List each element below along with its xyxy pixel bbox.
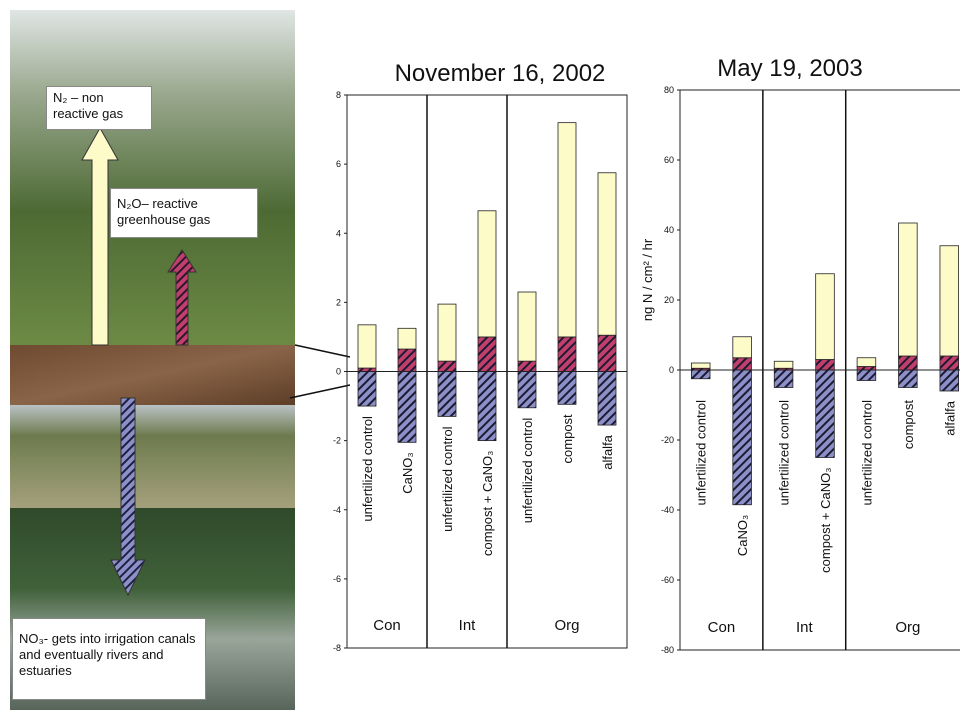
bar-segment bbox=[398, 349, 416, 371]
category-label: unfertilized control bbox=[440, 426, 455, 532]
bar-segment bbox=[899, 223, 918, 356]
bar-segment bbox=[733, 337, 752, 358]
bar-segment bbox=[857, 367, 876, 371]
annotation: NO₃- gets into irrigation canals and eve… bbox=[12, 618, 206, 700]
y-axis-label: ng N / cm² / hr bbox=[640, 238, 655, 321]
y-tick-label: 20 bbox=[664, 295, 674, 305]
category-label: alfalfa bbox=[600, 434, 615, 469]
y-tick-label: 0 bbox=[336, 367, 341, 377]
group-label: Con bbox=[373, 617, 401, 634]
y-tick-label: 60 bbox=[664, 155, 674, 165]
annotation: N₂ – non reactive gas bbox=[46, 86, 152, 130]
chart-title: May 19, 2003 bbox=[717, 55, 862, 82]
bar-segment bbox=[598, 335, 616, 371]
page: November 16, 2002-8-6-4-202468unfertiliz… bbox=[0, 0, 960, 713]
bar-segment bbox=[478, 372, 496, 441]
category-label: unfertilized control bbox=[694, 400, 709, 506]
bar-segment bbox=[398, 328, 416, 349]
annotation: N₂O– reactive greenhouse gas bbox=[110, 188, 258, 238]
bar-segment bbox=[558, 337, 576, 372]
bar-segment bbox=[438, 304, 456, 361]
category-label: CaNO₃ bbox=[400, 452, 415, 493]
category-label: unfertilized control bbox=[859, 400, 874, 506]
bar-segment bbox=[857, 358, 876, 367]
bar-segment bbox=[691, 363, 710, 368]
category-label: compost + CaNO₃ bbox=[818, 468, 833, 573]
group-label: Org bbox=[554, 617, 579, 634]
chart-title: November 16, 2002 bbox=[395, 60, 606, 87]
bar-segment bbox=[478, 337, 496, 372]
bar-segment bbox=[940, 356, 959, 370]
category-label: unfertilized control bbox=[360, 416, 375, 522]
bar-segment bbox=[518, 361, 536, 371]
bar-segment bbox=[478, 211, 496, 337]
bar-segment bbox=[358, 325, 376, 368]
group-label: Int bbox=[796, 619, 814, 636]
canal-photo bbox=[10, 405, 295, 508]
bar-segment bbox=[358, 372, 376, 407]
bar-segment bbox=[598, 173, 616, 335]
y-tick-label: -40 bbox=[661, 505, 674, 515]
bar-segment bbox=[558, 123, 576, 337]
bar-segment bbox=[691, 370, 710, 379]
bar-segment bbox=[940, 370, 959, 391]
category-label: alfalfa bbox=[942, 400, 957, 435]
soil-photo bbox=[10, 345, 295, 405]
bar-segment bbox=[398, 372, 416, 443]
bar-segment bbox=[899, 370, 918, 388]
bar-segment bbox=[733, 370, 752, 505]
bar-segment bbox=[598, 372, 616, 426]
y-tick-label: -4 bbox=[333, 505, 341, 515]
category-label: CaNO₃ bbox=[735, 515, 750, 556]
y-tick-label: 0 bbox=[669, 365, 674, 375]
bar-segment bbox=[438, 361, 456, 371]
bar-segment bbox=[774, 361, 793, 368]
bar-segment bbox=[940, 246, 959, 356]
bar-segment bbox=[558, 372, 576, 405]
callout-line bbox=[290, 385, 350, 398]
y-tick-label: 2 bbox=[336, 297, 341, 307]
y-tick-label: -2 bbox=[333, 436, 341, 446]
y-tick-label: -8 bbox=[333, 643, 341, 653]
bar-segment bbox=[899, 356, 918, 370]
y-tick-label: 4 bbox=[336, 228, 341, 238]
bar-segment bbox=[518, 292, 536, 361]
category-label: compost + CaNO₃ bbox=[480, 451, 495, 556]
category-label: compost bbox=[901, 400, 916, 450]
y-tick-label: 40 bbox=[664, 225, 674, 235]
bar-segment bbox=[857, 370, 876, 381]
group-label: Con bbox=[708, 619, 736, 636]
category-label: unfertilized control bbox=[520, 418, 535, 524]
category-label: unfertilized control bbox=[777, 400, 792, 506]
bar-segment bbox=[438, 372, 456, 417]
category-label: compost bbox=[560, 414, 575, 464]
bar-segment bbox=[816, 360, 835, 371]
y-tick-label: 8 bbox=[336, 90, 341, 100]
y-tick-label: -60 bbox=[661, 575, 674, 585]
group-label: Int bbox=[459, 617, 477, 634]
callout-line bbox=[295, 345, 350, 357]
y-tick-label: -20 bbox=[661, 435, 674, 445]
y-tick-label: 6 bbox=[336, 159, 341, 169]
bar-segment bbox=[733, 358, 752, 370]
y-tick-label: -80 bbox=[661, 645, 674, 655]
bar-segment bbox=[774, 370, 793, 388]
bar-segment bbox=[358, 368, 376, 371]
orchard-photo bbox=[10, 10, 295, 345]
bar-segment bbox=[816, 370, 835, 458]
group-label: Org bbox=[895, 619, 920, 636]
bar-segment bbox=[518, 372, 536, 408]
y-tick-label: -6 bbox=[333, 574, 341, 584]
bar-segment bbox=[816, 274, 835, 360]
y-tick-label: 80 bbox=[664, 85, 674, 95]
